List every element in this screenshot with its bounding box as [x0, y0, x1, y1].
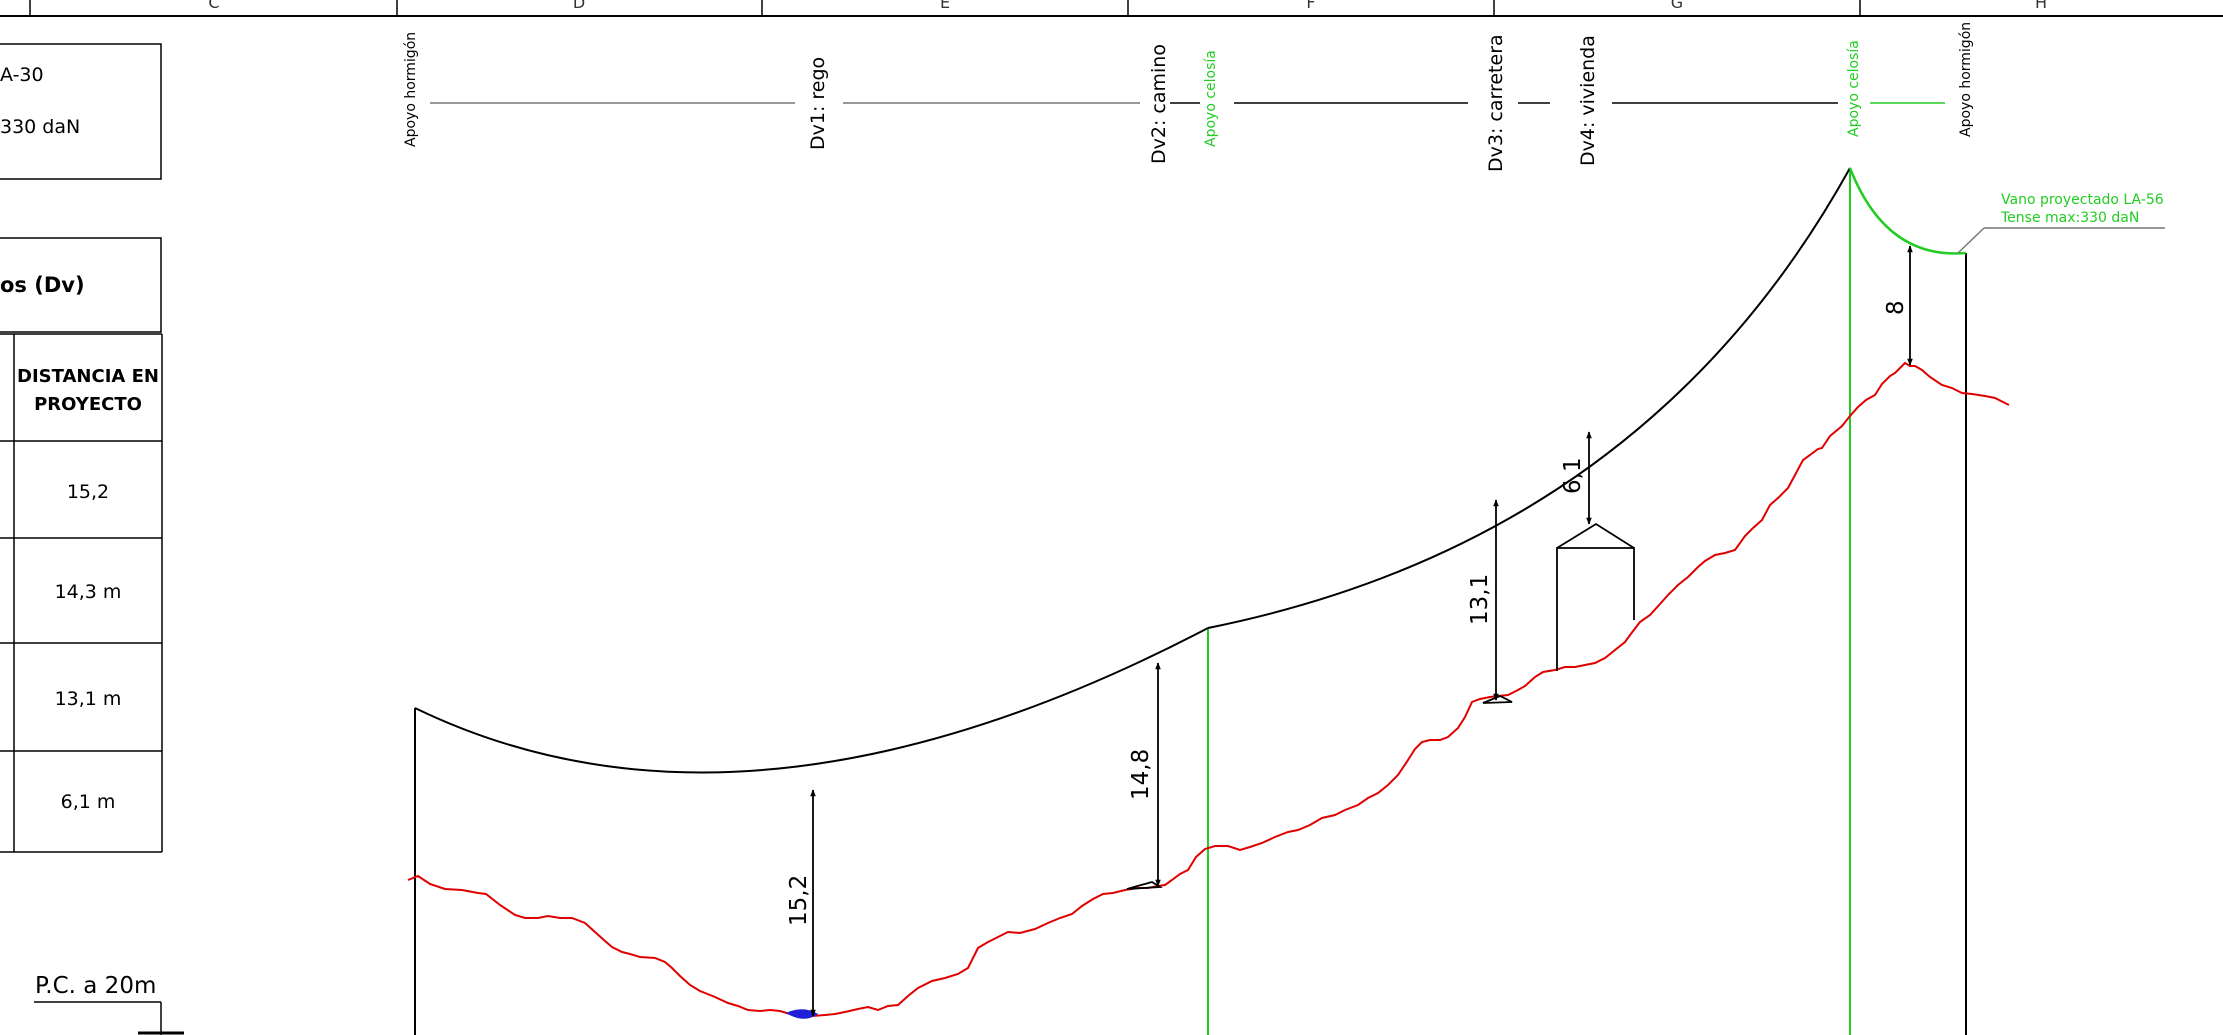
projected-span-callout: Vano proyectado LA-56 Tense max:330 daN — [1957, 192, 2165, 254]
house-symbol — [1556, 522, 1635, 671]
house-walls — [1556, 547, 1635, 671]
grid-col-label: G — [1671, 0, 1683, 12]
crossings-table: os (Dv) DISTANCIA EN PROYECTO 15,2 14,3 … — [0, 237, 163, 853]
conductor-span-2 — [1207, 167, 1851, 629]
info-box-line1: A-30 — [0, 64, 44, 86]
carretera-marker — [1482, 695, 1513, 704]
support-concrete-left-label: Apoyo hormigón — [403, 32, 419, 147]
house-roof — [1556, 522, 1635, 549]
clearance-label-dv2: 14,8 — [1128, 749, 1154, 800]
grid-col-label: F — [1306, 0, 1315, 12]
table-cell: 6,1 m — [61, 791, 116, 813]
projected-span-line2: Tense max:330 daN — [2000, 210, 2139, 226]
table-header-line2: PROYECTO — [34, 394, 142, 415]
clearance-label-dv3: 13,1 — [1467, 574, 1493, 625]
clearance-label-dv1: 15,2 — [786, 875, 812, 926]
info-box-line2: 330 daN — [0, 116, 80, 138]
grid-header: C D E F G H — [0, 0, 2223, 17]
clearance-label-dv4: 6,1 — [1560, 457, 1586, 494]
conductor-projected-span — [1848, 167, 1967, 255]
supports — [414, 168, 1967, 1035]
table-cell: 14,3 m — [55, 581, 122, 603]
dv2-label: Dv2: camino — [1148, 44, 1170, 164]
clearance-dimensions: 15,2 14,8 13,1 6,1 8 — [786, 245, 1913, 1017]
table-cell: 15,2 — [67, 481, 109, 503]
terrain-profile — [407, 361, 2010, 1017]
support-lattice-1-label: Apoyo celosía — [1203, 50, 1219, 147]
grid-col-label: E — [940, 0, 950, 12]
table-header-line1: DISTANCIA EN — [17, 366, 159, 387]
scale-label-group: P.C. a 20m — [34, 973, 184, 1035]
grid-col-label: D — [573, 0, 585, 12]
info-box: A-30 330 daN — [0, 43, 162, 180]
grid-col-label: C — [208, 0, 219, 12]
callout-leader — [1957, 227, 1985, 254]
grid-col-label: H — [2035, 0, 2047, 12]
conductors — [414, 167, 1967, 774]
scale-label: P.C. a 20m — [35, 973, 156, 999]
clearance-label-new-span: 8 — [1883, 300, 1909, 315]
dv4-label: Dv4: vivienda — [1577, 35, 1599, 166]
conductor-span-1 — [414, 627, 1209, 774]
table-cell: 13,1 m — [55, 688, 122, 710]
camino-marker — [1126, 881, 1163, 890]
projected-span-line1: Vano proyectado LA-56 — [2001, 192, 2164, 208]
stream-marker — [786, 1009, 818, 1019]
dv3-label: Dv3: carretera — [1485, 34, 1507, 172]
info-box-frame — [0, 43, 162, 180]
table-title-cell — [0, 237, 162, 333]
table-title: os (Dv) — [0, 273, 85, 297]
support-lattice-2-label: Apoyo celosía — [1846, 40, 1862, 137]
dv1-label: Dv1: rego — [807, 57, 829, 150]
support-concrete-right-label: Apoyo hormigón — [1958, 22, 1974, 137]
top-annotations: Apoyo hormigón Dv1: rego Dv2: camino Apo… — [403, 22, 1974, 172]
